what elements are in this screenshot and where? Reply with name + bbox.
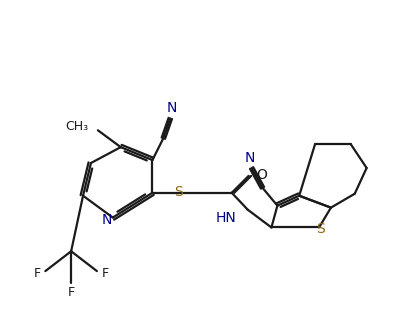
Text: F: F [67,287,74,299]
Text: CH₃: CH₃ [65,120,88,133]
Text: F: F [34,266,41,280]
Text: S: S [173,185,182,199]
Text: F: F [101,266,108,280]
Text: HN: HN [216,211,236,225]
Text: O: O [256,168,267,182]
Text: N: N [167,101,177,115]
Text: S: S [315,222,324,237]
Text: N: N [244,151,254,165]
Text: N: N [101,213,112,227]
